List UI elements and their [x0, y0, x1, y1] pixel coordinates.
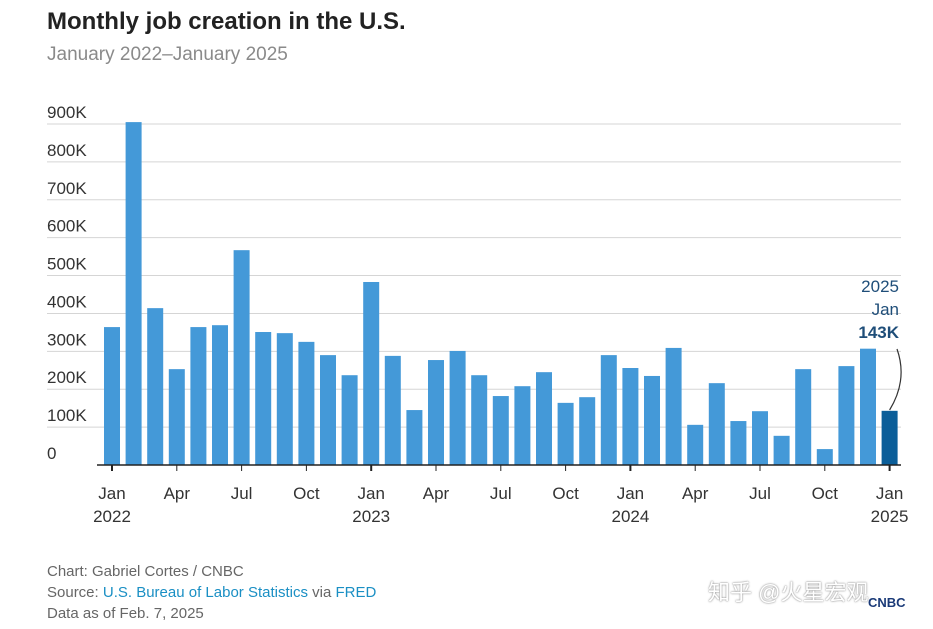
cnbc-logo: CNBC [868, 595, 906, 610]
x-tick-label: Oct [293, 484, 320, 503]
data-date: Data as of Feb. 7, 2025 [47, 605, 204, 622]
source-link-fred[interactable]: FRED [335, 584, 377, 601]
bar-2024-03 [665, 347, 682, 465]
bar-2023-11 [579, 397, 596, 465]
bar-2024-02 [644, 375, 660, 465]
x-tick-year: 2025 [871, 507, 909, 526]
bar-2024-05 [708, 383, 725, 465]
bar-2022-06 [212, 325, 228, 465]
y-tick-label: 400K [47, 292, 87, 311]
bar-2022-05 [190, 327, 207, 465]
x-tick-label: Jan [98, 484, 125, 503]
x-tick-label: Jan [617, 484, 644, 503]
annotation-month: Jan [872, 300, 899, 319]
source-via: via [307, 584, 336, 601]
annotation-leader [889, 348, 902, 411]
annotation-year: 2025 [861, 277, 899, 296]
x-tick-label: Jan [357, 484, 384, 503]
source-line: Source: U.S. Bureau of Labor Statistics … [47, 584, 376, 601]
y-tick-label: 700K [47, 179, 87, 198]
bar-2023-01 [363, 281, 380, 465]
y-tick-label: 600K [47, 217, 87, 236]
x-tick-label: Oct [552, 484, 579, 503]
bar-2022-03 [147, 308, 164, 465]
bar-2022-12 [341, 375, 358, 465]
bar-2024-12 [860, 348, 876, 465]
bar-2023-08 [514, 386, 531, 465]
y-tick-label: 900K [47, 103, 87, 122]
bar-2024-09 [795, 369, 812, 465]
bar-2022-10 [298, 341, 315, 465]
x-tick-year: 2024 [611, 507, 649, 526]
y-tick-label: 100K [47, 406, 87, 425]
x-tick-year: 2023 [352, 507, 390, 526]
y-tick-label: 800K [47, 141, 87, 160]
annotation-value: 143K [858, 323, 899, 342]
bar-2023-12 [600, 355, 617, 465]
y-tick-label: 500K [47, 255, 87, 274]
x-tick-label: Jan [876, 484, 903, 503]
bar-2023-04 [428, 360, 444, 465]
bar-2024-01 [622, 368, 639, 465]
bar-2022-07 [233, 250, 250, 465]
x-tick-label: Jul [749, 484, 771, 503]
bar-2024-06 [730, 421, 747, 465]
bar-2022-01 [104, 327, 120, 465]
bar-2024-04 [687, 424, 704, 465]
bar-2024-07 [752, 411, 768, 465]
y-tick-label: 0 [47, 444, 56, 463]
bar-2022-08 [255, 332, 272, 465]
bar-2023-07 [492, 396, 509, 465]
x-tick-label: Jul [490, 484, 512, 503]
bar-2023-10 [557, 402, 574, 465]
chart-subtitle: January 2022–January 2025 [47, 44, 288, 65]
bar-2025-01 [881, 410, 898, 465]
bar-2022-04 [168, 369, 185, 465]
bar-2023-03 [406, 410, 423, 465]
y-tick-label: 300K [47, 330, 87, 349]
bar-2022-09 [276, 333, 293, 465]
bar-2024-08 [773, 435, 790, 465]
y-tick-label: 200K [47, 368, 87, 387]
bar-2024-11 [838, 366, 855, 465]
x-tick-label: Oct [812, 484, 839, 503]
bar-2024-10 [816, 449, 833, 465]
bar-2023-09 [536, 372, 552, 465]
x-tick-year: 2022 [93, 507, 131, 526]
x-tick-label: Apr [423, 484, 450, 503]
source-prefix: Source: [47, 584, 103, 601]
x-tick-label: Jul [231, 484, 253, 503]
bar-2022-11 [320, 355, 336, 465]
watermark: 知乎 @火星宏观 [708, 580, 869, 605]
x-tick-label: Apr [682, 484, 709, 503]
source-link-bls[interactable]: U.S. Bureau of Labor Statistics [102, 584, 308, 601]
chart-title: Monthly job creation in the U.S. [47, 8, 406, 35]
x-tick-label: Apr [164, 484, 191, 503]
bar-2022-02 [125, 122, 142, 465]
bar-2023-06 [471, 375, 488, 465]
chart-credit: Chart: Gabriel Cortes / CNBC [47, 563, 244, 580]
bar-2023-05 [449, 350, 466, 465]
bar-2023-02 [384, 355, 401, 465]
